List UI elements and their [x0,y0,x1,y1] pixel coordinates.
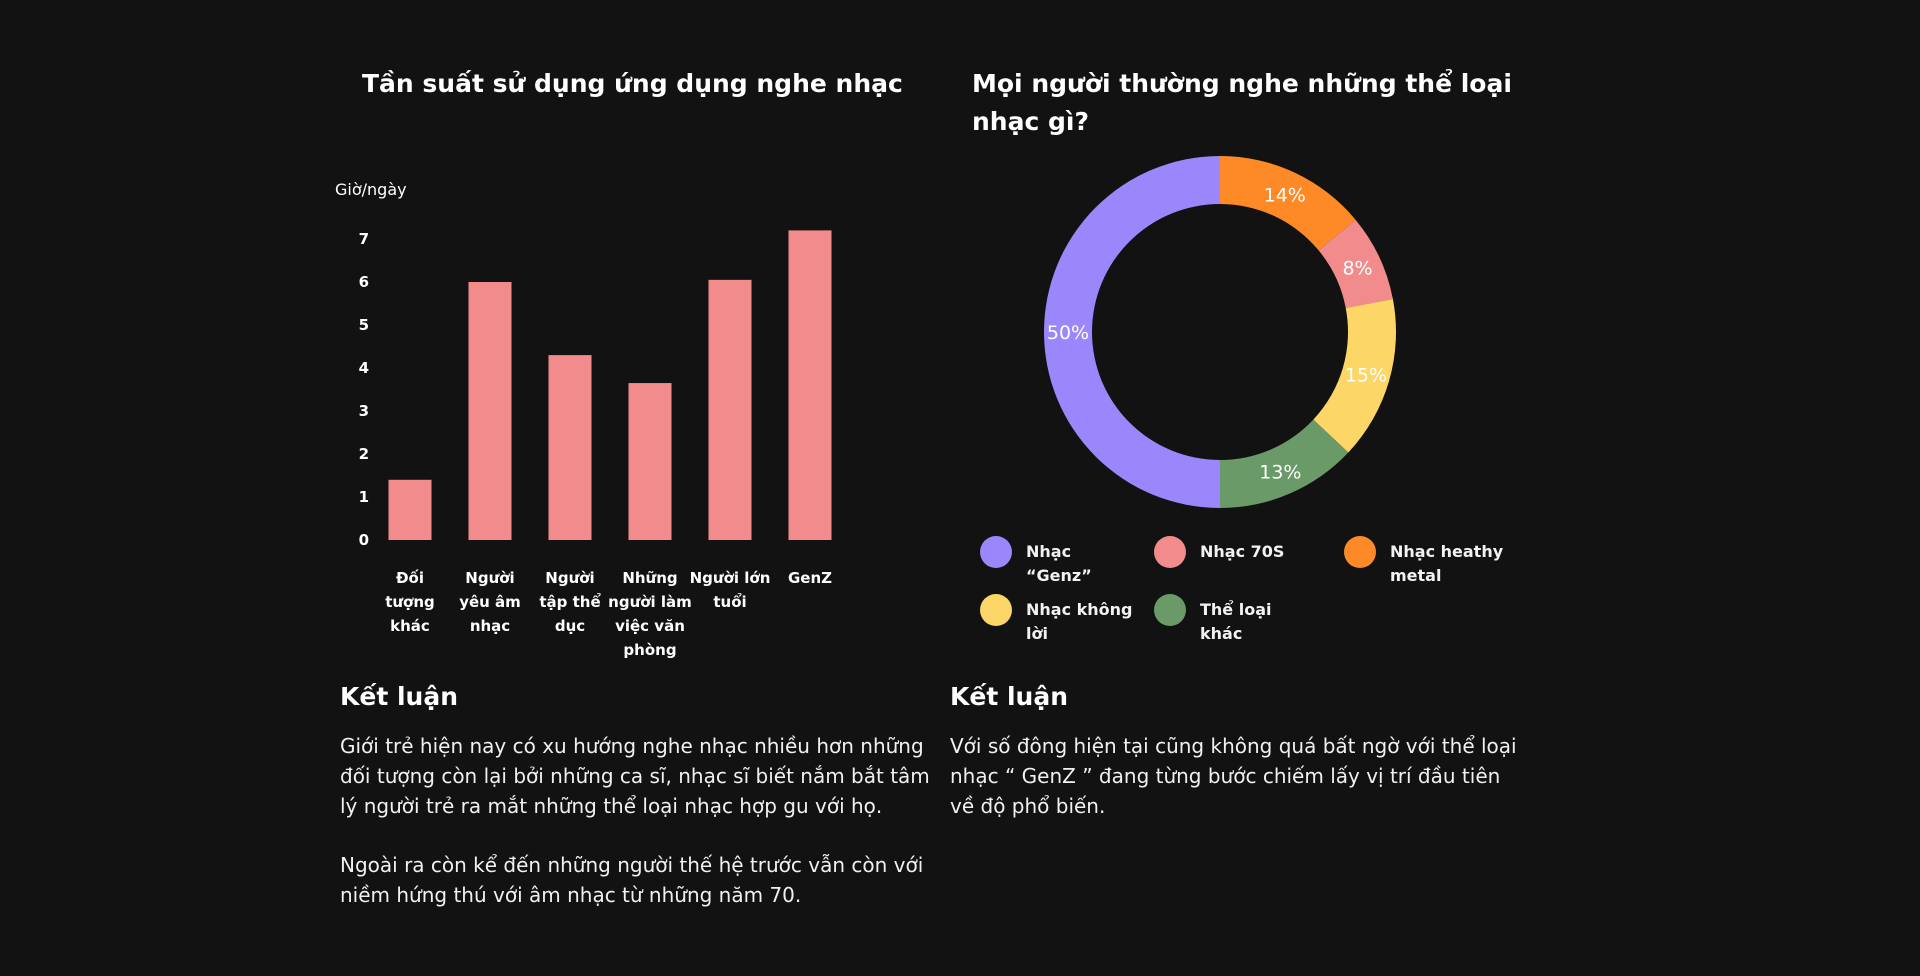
slice-percent-label: 15% [1345,364,1387,386]
legend-item: Nhạc không lời [980,594,1140,646]
bar [468,282,512,540]
x-tick-label: Đối tượng khác [385,568,435,635]
bar [708,279,752,540]
y-tick-label: 0 [359,531,369,549]
donut-chart: 14% 8% 15% 13% 50% [1044,156,1396,508]
x-tick-label: Người tập thể dục [539,569,601,635]
bar-chart-title: Tần suất sử dụng ứng dụng nghe nhạc [362,69,903,98]
legend-item: Nhạc heathy metal [1344,536,1514,588]
donut-slice [1313,299,1396,453]
y-tick-label: 3 [359,402,369,420]
right-conclusion-paragraph-1: Với số đông hiện tại cũng không quá bất … [950,734,1517,818]
y-tick-label: 6 [359,273,369,291]
left-conclusion-heading: Kết luận [340,682,459,711]
y-tick-label: 2 [359,445,369,463]
legend-label: Nhạc heathy metal [1390,542,1504,585]
x-tick-label: GenZ [788,569,832,587]
x-tick-label: Người lớn tuổi [690,569,771,611]
legend-item: Thể loại khác [1154,594,1314,646]
slice-percent-label: 50% [1047,322,1089,344]
slice-percent-label: 13% [1259,461,1301,483]
legend-swatch [980,536,1012,568]
legend-swatch [1154,594,1186,626]
y-tick-label: 5 [359,316,369,334]
y-tick-label: 7 [359,230,369,248]
slice-percent-label: 14% [1264,184,1306,206]
donut-slice [1044,156,1220,508]
legend-item: Nhạc “Genz” [980,536,1140,588]
legend-item: Nhạc 70S [1154,536,1314,568]
y-tick-label: 1 [359,488,369,506]
legend-swatch [1344,536,1376,568]
left-conclusion-paragraph-2: Ngoài ra còn kể đến những người thế hệ t… [340,853,924,907]
x-tick-label: Người yêu âm nhạc [459,569,521,635]
legend-label: Nhạc 70S [1200,542,1285,561]
bar-chart: Giờ/ngày 0 1 2 3 4 5 6 7 Đối tượng khác Người yêu âm n… [335,180,832,659]
donut-chart-title: Mọi người thường nghe những thể loại nhạ… [972,69,1512,136]
legend-label: Nhạc không lời [1026,600,1133,643]
right-conclusion-heading: Kết luận [950,682,1069,711]
bar [788,230,832,540]
donut-slice [1318,219,1393,309]
donut-slice [1220,419,1349,508]
left-conclusion-paragraph-1: Giới trẻ hiện nay có xu hướng nghe nhạc … [340,734,930,818]
bar [628,383,672,540]
slice-percent-label: 8% [1342,257,1372,279]
y-axis-label: Giờ/ngày [335,180,407,199]
x-tick-label: Những người làm việc văn phòng [608,569,692,659]
y-tick-label: 4 [359,359,369,377]
legend-swatch [980,594,1012,626]
legend-label: Nhạc “Genz” [1026,542,1092,585]
bar [388,479,432,540]
donut-slice [1220,156,1356,251]
legend-label: Thể loại khác [1200,600,1272,643]
bar [548,355,592,540]
legend-swatch [1154,536,1186,568]
donut-legend: Nhạc “Genz” Nhạc 70S Nhạc heathy metal Nhạc… [980,536,1520,656]
